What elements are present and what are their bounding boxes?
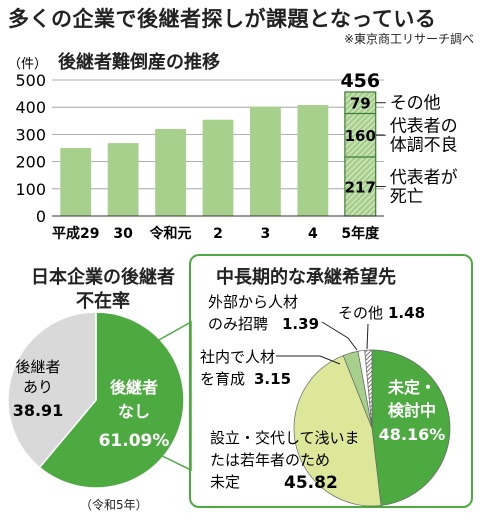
stack-category-label: 死亡 bbox=[390, 187, 424, 207]
pie-slice-label: 後継者 bbox=[110, 378, 158, 397]
y-axis-unit: （件） bbox=[8, 57, 47, 72]
pie-value-label: 38.91 bbox=[13, 401, 64, 420]
stack-category-label: 代表者が bbox=[390, 168, 458, 188]
stack-category-label: その他 bbox=[390, 94, 441, 114]
y-tick-label: 100 bbox=[15, 180, 46, 199]
pie-value-label: 61.09% bbox=[99, 431, 170, 451]
bar bbox=[202, 119, 234, 216]
bar bbox=[107, 143, 139, 216]
y-tick-label: 400 bbox=[15, 98, 46, 117]
pie-slice bbox=[7, 311, 97, 469]
bar bbox=[250, 106, 281, 216]
y-tick-label: 200 bbox=[15, 153, 46, 172]
bar bbox=[155, 128, 186, 216]
pie2-title: 中長期的な承継希望先 bbox=[216, 267, 396, 288]
headline: 多くの企業で後継者探しが課題となっている bbox=[8, 7, 437, 31]
x-tick-label: 平成29 bbox=[52, 225, 99, 242]
bar-chart-title: 後継者難倒産の推移 bbox=[58, 52, 220, 73]
pie-slice-label: あり bbox=[23, 378, 53, 396]
y-tick-label: 500 bbox=[15, 71, 46, 90]
pie-slice-label: 後継者 bbox=[15, 358, 60, 376]
stack-category-label: 代表者の bbox=[390, 117, 458, 137]
pie1-title: 日本企業の後継者不在率 bbox=[31, 267, 175, 312]
pie-slice bbox=[38, 311, 185, 489]
x-tick-label: 30 bbox=[113, 226, 133, 242]
stack-category-label: 体調不良 bbox=[390, 136, 458, 156]
x-tick-label: 5年度 bbox=[341, 225, 380, 242]
stack-value-label: 79 bbox=[350, 95, 371, 113]
total-value-label: 456 bbox=[340, 70, 380, 92]
stack-value-label: 217 bbox=[345, 178, 376, 196]
stack-value-label: 160 bbox=[345, 127, 376, 145]
x-tick-label: 令和元 bbox=[149, 225, 192, 242]
bar bbox=[60, 148, 92, 216]
bar-chart: （件） 0 100 200 300 400 500 平成29 30 令和元 2 3 4 217 代表者が死亡… bbox=[8, 57, 458, 242]
source-note: ※東京商工リサーチ調べ bbox=[343, 32, 474, 46]
succession-box bbox=[189, 254, 473, 508]
x-tick-label: 4 bbox=[308, 226, 318, 242]
x-tick-label: 3 bbox=[261, 226, 271, 242]
pie-slice-label: なし bbox=[118, 402, 150, 421]
y-tick-label: 300 bbox=[15, 125, 46, 144]
bar bbox=[297, 105, 329, 216]
x-tick-label: 2 bbox=[213, 226, 223, 242]
pie1-note: （令和5年） bbox=[80, 498, 148, 512]
y-tick-label: 0 bbox=[36, 207, 46, 226]
connector bbox=[149, 320, 192, 472]
